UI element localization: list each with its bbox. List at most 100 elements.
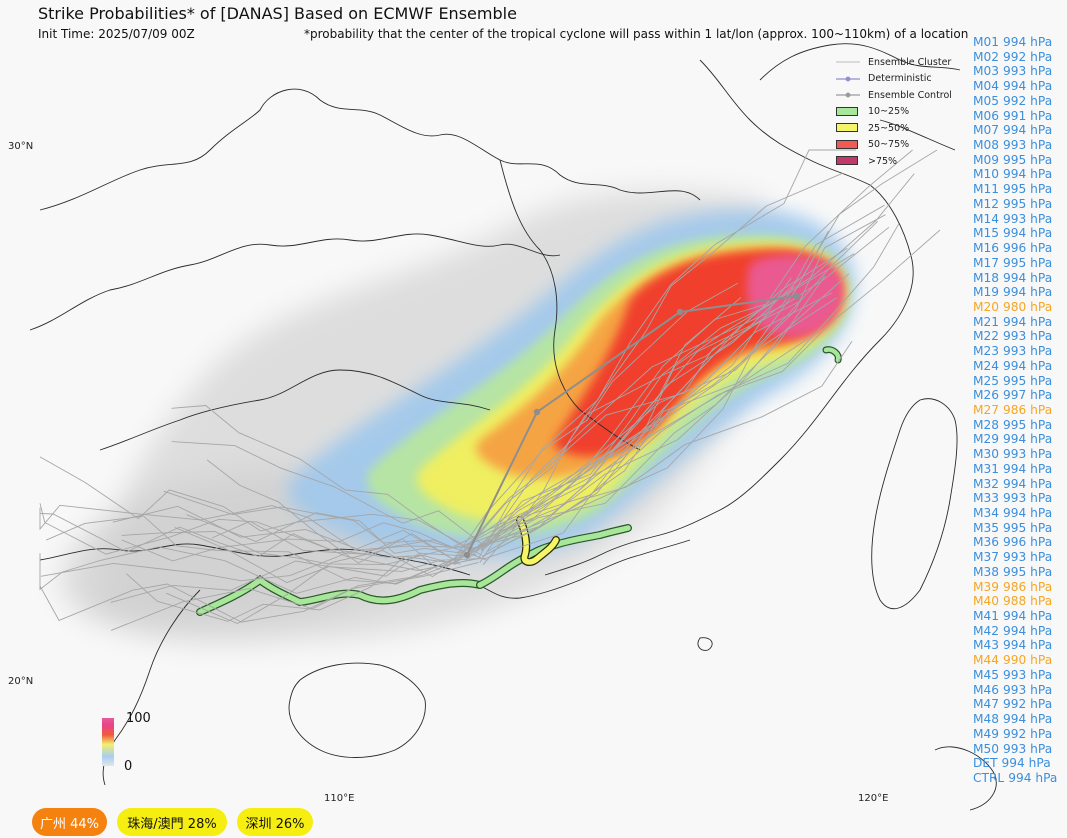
- member-name: CTRL: [973, 770, 1005, 785]
- member-name: M10: [973, 167, 1000, 182]
- member-pressure: 995 hPa: [1003, 417, 1053, 432]
- member-pressure: 992 hPa: [1003, 697, 1053, 712]
- member-pressure: 995 hPa: [1003, 373, 1053, 388]
- member-pressure: 994 hPa: [1001, 756, 1051, 771]
- member-m24: M24 994 hPa: [973, 359, 1067, 374]
- member-pressure: 993 hPa: [1003, 64, 1053, 79]
- member-pressure: 992 hPa: [1003, 93, 1053, 108]
- member-pressure: 986 hPa: [1003, 402, 1053, 417]
- legend-item-50-75: 50~75%: [836, 137, 966, 154]
- deterministic-line-icon: [836, 76, 860, 82]
- legend-label: >75%: [868, 155, 898, 167]
- member-name: M05: [973, 93, 1000, 108]
- member-name: M18: [973, 270, 1000, 285]
- ensemble-track-line: [39, 456, 482, 556]
- legend-item-deterministic: Deterministic: [836, 71, 966, 88]
- ensemble-track-line: [481, 149, 938, 551]
- member-name: M16: [973, 241, 1000, 256]
- member-name: M32: [973, 476, 1000, 491]
- member-m44: M44 990 hPa: [973, 653, 1067, 668]
- member-pressure: 994 hPa: [1003, 285, 1053, 300]
- colorbar-min-label: 0: [124, 759, 133, 774]
- member-name: M04: [973, 79, 1000, 94]
- ensemble-track-line: [455, 253, 855, 554]
- member-m11: M11 995 hPa: [973, 182, 1067, 197]
- member-name: M20: [973, 299, 1000, 314]
- ensemble-track-line: [476, 230, 829, 549]
- member-m19: M19 994 hPa: [973, 285, 1067, 300]
- member-m27: M27 986 hPa: [973, 403, 1067, 418]
- ensemble-cluster-line-icon: [836, 61, 860, 63]
- member-pressure: 993 hPa: [1003, 741, 1053, 756]
- member-name: M46: [973, 682, 1000, 697]
- colorbar-max-label: 100: [126, 711, 151, 726]
- member-name: M33: [973, 491, 1000, 506]
- member-pressure: 995 hPa: [1003, 152, 1053, 167]
- member-pressure: 986 hPa: [1003, 579, 1053, 594]
- member-pressure: 994 hPa: [1003, 476, 1053, 491]
- member-name: M15: [973, 226, 1000, 241]
- probability-footnote: *probability that the center of the trop…: [304, 27, 969, 41]
- legend-item-ensemble-cluster: Ensemble Cluster: [836, 54, 966, 71]
- member-m20: M20 980 hPa: [973, 300, 1067, 315]
- member-name: M41: [973, 609, 1000, 624]
- lat-label-30: 30°N: [8, 141, 34, 152]
- legend-item-10-25: 10~25%: [836, 104, 966, 121]
- legend-label: Ensemble Cluster: [868, 56, 952, 68]
- member-m42: M42 994 hPa: [973, 624, 1067, 639]
- member-det: DET 994 hPa: [973, 756, 1067, 771]
- city-badge-shenzhen[interactable]: 深圳 26%: [237, 808, 313, 836]
- member-name: M25: [973, 373, 1000, 388]
- member-pressure: 995 hPa: [1003, 182, 1053, 197]
- member-pressure: 993 hPa: [1003, 667, 1053, 682]
- city-badge-zhuhai-macau[interactable]: 珠海/澳門 28%: [117, 808, 227, 836]
- member-pressure: 994 hPa: [1003, 623, 1053, 638]
- member-m23: M23 993 hPa: [973, 344, 1067, 359]
- member-pressure: 994 hPa: [1003, 358, 1053, 373]
- member-m46: M46 993 hPa: [973, 683, 1067, 698]
- member-m49: M49 992 hPa: [973, 727, 1067, 742]
- member-m40: M40 988 hPa: [973, 594, 1067, 609]
- ensemble-track-line: [206, 459, 458, 564]
- member-name: M37: [973, 550, 1000, 565]
- member-name: M21: [973, 314, 1000, 329]
- member-name: M45: [973, 667, 1000, 682]
- member-name: M12: [973, 196, 1000, 211]
- member-pressure: 995 hPa: [1003, 520, 1053, 535]
- member-name: M11: [973, 182, 1000, 197]
- ensemble-track-line: [121, 531, 460, 565]
- ensemble-track-line: [454, 214, 886, 564]
- member-pressure: 980 hPa: [1003, 299, 1053, 314]
- member-name: M09: [973, 152, 1000, 167]
- probability-colorbar: [102, 718, 114, 766]
- member-name: M02: [973, 49, 1000, 64]
- member-m17: M17 995 hPa: [973, 256, 1067, 271]
- member-pressure: 994 hPa: [1003, 270, 1053, 285]
- member-name: M38: [973, 564, 1000, 579]
- member-name: M44: [973, 653, 1000, 668]
- city-badge-guangzhou[interactable]: 广州 44%: [32, 808, 107, 836]
- member-m50: M50 993 hPa: [973, 742, 1067, 757]
- member-m38: M38 995 hPa: [973, 565, 1067, 580]
- member-name: M27: [973, 402, 1000, 417]
- member-name: M50: [973, 741, 1000, 756]
- ensemble-track-line: [110, 557, 488, 603]
- ensemble-track-line: [458, 318, 767, 556]
- member-name: M26: [973, 388, 1000, 403]
- ensemble-track-line: [110, 559, 461, 631]
- ensemble-track-line: [465, 338, 809, 562]
- member-pressure: 995 hPa: [1003, 255, 1053, 270]
- member-name: M07: [973, 123, 1000, 138]
- ensemble-track-line: [166, 547, 476, 625]
- member-m01: M01 994 hPa: [973, 35, 1067, 50]
- member-pressure: 994 hPa: [1008, 770, 1058, 785]
- ensemble-track-line: [477, 149, 857, 560]
- legend-label: Deterministic: [868, 73, 932, 85]
- member-pressure: 993 hPa: [1003, 138, 1053, 153]
- member-name: M39: [973, 579, 1000, 594]
- legend-label: 50~75%: [868, 139, 910, 151]
- ensemble-track-line: [469, 220, 879, 555]
- member-ctrl: CTRL 994 hPa: [973, 771, 1067, 786]
- member-pressure: 993 hPa: [1003, 344, 1053, 359]
- ensemble-track-line: [454, 303, 766, 547]
